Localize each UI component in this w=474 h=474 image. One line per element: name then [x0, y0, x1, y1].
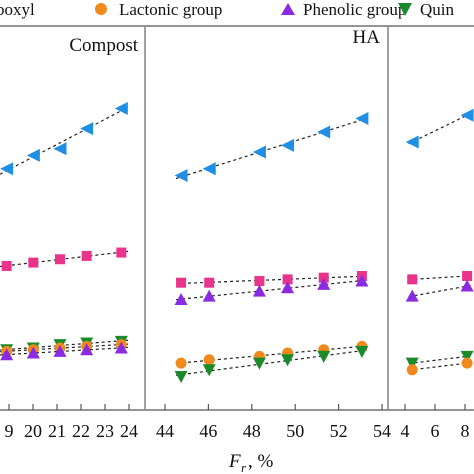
legend-marker-triangle-down	[398, 3, 412, 16]
trend-line	[0, 106, 129, 175]
x-tick-label: 50	[286, 421, 304, 441]
data-point-square	[55, 254, 65, 265]
x-tick-label: 8	[461, 421, 470, 441]
x-axis-label-main: F	[228, 451, 241, 472]
data-point-square	[81, 250, 92, 261]
legend-item-lactonic: Lactonic group	[95, 0, 222, 19]
data-point-square	[282, 274, 293, 285]
data-point-triangle-up	[53, 344, 67, 357]
data-point-triangle-left	[53, 142, 67, 156]
data-point-square	[204, 277, 215, 288]
legend-marker-circle	[95, 3, 107, 15]
data-point-square	[176, 277, 187, 288]
data-point-triangle-left	[0, 162, 14, 176]
data-point-square	[318, 272, 329, 283]
data-point-square	[254, 276, 265, 287]
data-point-triangle-up	[355, 274, 369, 287]
data-point-triangle-down	[355, 345, 369, 358]
data-point-triangle-down	[202, 364, 216, 377]
legend-label: Phenolic group	[303, 0, 406, 19]
data-point-circle	[203, 354, 215, 366]
data-point-square	[1, 260, 12, 271]
data-point-triangle-up	[114, 341, 128, 354]
legend-item-carboxyl: boxyl	[0, 0, 35, 19]
data-point-triangle-up	[405, 289, 419, 302]
legend-label: Quin	[420, 0, 455, 19]
legend-marker-triangle-up	[281, 3, 295, 15]
x-tick-label: 6	[431, 421, 440, 441]
data-point-triangle-up	[26, 346, 40, 359]
x-tick-label: 44	[156, 421, 174, 441]
data-point-triangle-left	[252, 145, 266, 159]
data-point-triangle-left	[174, 169, 188, 182]
data-point-triangle-left	[355, 112, 369, 126]
data-point-triangle-left	[405, 135, 419, 149]
x-axis-label-unit: , %	[248, 451, 274, 472]
x-tick-label: 21	[48, 421, 66, 441]
data-point-triangle-down	[460, 350, 474, 363]
data-point-triangle-down	[252, 357, 266, 370]
data-point-square	[116, 247, 127, 258]
data-point-triangle-up	[281, 281, 295, 294]
legend-label: boxyl	[0, 0, 35, 19]
x-axis-label-sub: r	[241, 460, 247, 474]
x-tick-label: 54	[373, 421, 391, 441]
data-point-triangle-down	[405, 357, 419, 370]
panel-title: HA	[353, 27, 381, 48]
data-point-triangle-up	[460, 279, 474, 292]
data-point-triangle-down	[317, 350, 331, 363]
plot-area: 9 20 21 22 23 24 44 46 48 50 52 54 4 6 8	[0, 102, 474, 441]
data-point-triangle-down	[174, 371, 188, 383]
x-tick-label: 23	[96, 421, 114, 441]
trend-line	[408, 275, 471, 281]
data-point-triangle-left	[202, 162, 216, 176]
trend-line	[408, 362, 471, 371]
data-point-triangle-left	[281, 138, 295, 152]
data-point-triangle-up	[174, 292, 188, 305]
x-axis-label: F r , %	[228, 451, 274, 474]
data-point-triangle-up	[202, 289, 216, 302]
x-tick-label: 46	[199, 421, 217, 441]
data-point-triangle-down	[281, 354, 295, 367]
x-tick-label: 22	[72, 421, 90, 441]
legend-item-phenolic: Phenolic group	[281, 0, 406, 19]
data-point-square	[462, 271, 473, 281]
x-tick-label: 24	[120, 421, 138, 441]
x-tick-label: 4	[401, 421, 410, 441]
legend-label: Lactonic group	[119, 0, 222, 19]
data-point-square	[28, 257, 39, 268]
data-point-triangle-up	[252, 284, 266, 297]
x-tick-label: 9	[5, 421, 14, 441]
data-point-triangle-left	[114, 102, 128, 115]
data-point-square	[407, 274, 418, 285]
data-point-circle	[406, 364, 418, 376]
data-point-triangle-left	[317, 125, 331, 139]
legend: boxyl Lactonic group Phenolic group Quin	[0, 0, 455, 19]
data-point-triangle-left	[80, 122, 94, 136]
trend-line	[408, 284, 471, 298]
data-point-triangle-up	[80, 343, 94, 356]
data-point-triangle-left	[26, 148, 40, 162]
x-tick-label: 48	[243, 421, 261, 441]
trend-line	[408, 355, 471, 365]
data-point-circle	[461, 357, 473, 369]
panel-title: Compost	[69, 35, 138, 56]
x-tick-label: 20	[24, 421, 42, 441]
data-point-circle	[175, 357, 187, 369]
x-tick-label: 52	[330, 421, 348, 441]
data-point-triangle-left	[460, 108, 474, 122]
legend-item-quinone: Quin	[398, 0, 455, 19]
data-point-triangle-up	[317, 277, 331, 290]
data-point-triangle-up	[0, 348, 14, 361]
